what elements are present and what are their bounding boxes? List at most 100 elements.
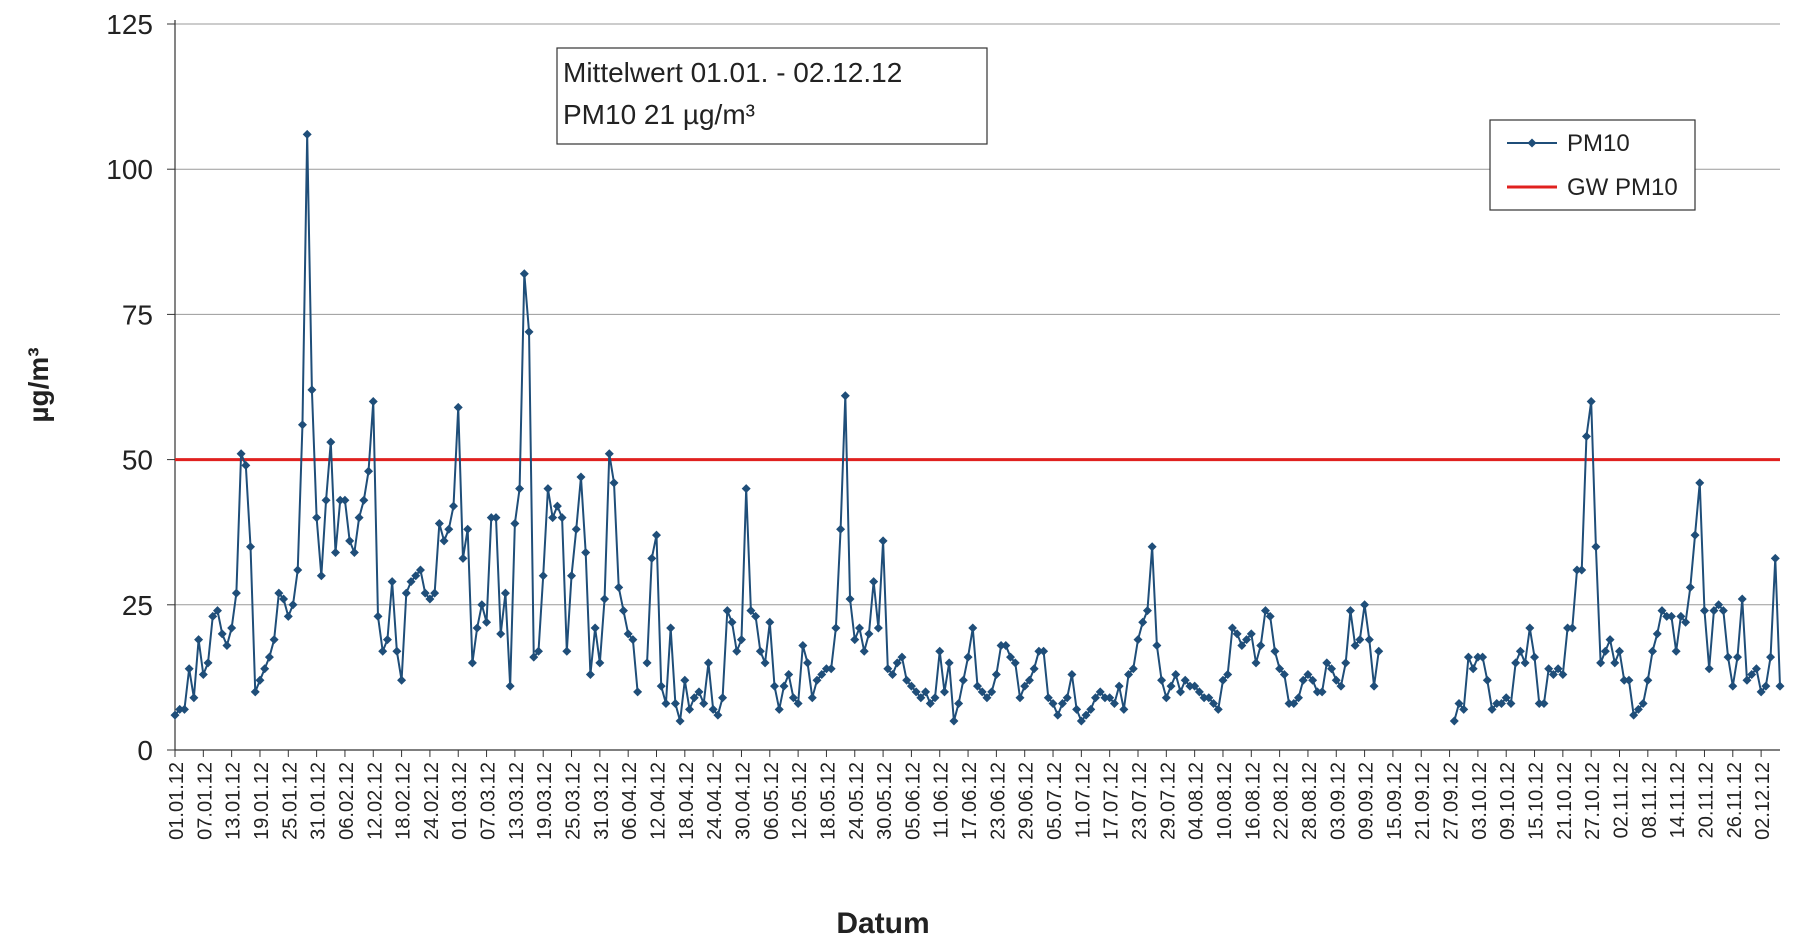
x-tick-label: 19.03.12 bbox=[534, 762, 556, 840]
pm10-point bbox=[1057, 699, 1067, 709]
pm10-point bbox=[1180, 675, 1190, 685]
pm10-point bbox=[1586, 397, 1596, 407]
pm10-point bbox=[1624, 675, 1634, 685]
pm10-point bbox=[203, 658, 213, 668]
pm10-point bbox=[1548, 669, 1558, 679]
pm10-point bbox=[1034, 646, 1044, 656]
pm10-point bbox=[977, 687, 987, 697]
x-tick-label: 24.04.12 bbox=[704, 762, 726, 840]
pm10-point bbox=[1303, 669, 1313, 679]
y-tick-label: 100 bbox=[106, 154, 153, 185]
x-tick-label: 21.10.12 bbox=[1554, 762, 1576, 840]
pm10-point bbox=[1341, 658, 1351, 668]
pm10-point bbox=[949, 716, 959, 726]
pm10-point bbox=[382, 635, 392, 645]
pm10-point bbox=[1053, 710, 1063, 720]
pm10-point bbox=[1190, 681, 1200, 691]
pm10-point bbox=[1152, 640, 1162, 650]
pm10-point bbox=[562, 646, 572, 656]
x-tick-label: 18.04.12 bbox=[676, 762, 698, 840]
x-tick-label: 11.07.12 bbox=[1072, 762, 1094, 838]
pm10-point bbox=[434, 518, 444, 528]
pm10-point bbox=[1487, 704, 1497, 714]
pm10-point bbox=[1298, 675, 1308, 685]
pm10-point bbox=[222, 640, 232, 650]
pm10-point bbox=[1671, 646, 1681, 656]
pm10-point bbox=[1737, 594, 1747, 604]
pm10-point bbox=[1699, 606, 1709, 616]
x-tick-label: 03.09.12 bbox=[1327, 762, 1349, 840]
pm10-point bbox=[411, 571, 421, 581]
pm10-point bbox=[623, 629, 633, 639]
pm10-point bbox=[1246, 629, 1256, 639]
pm10-point bbox=[444, 524, 454, 534]
pm10-point bbox=[515, 484, 525, 494]
pm10-point bbox=[1242, 635, 1252, 645]
x-axis-label: Datum bbox=[836, 907, 929, 940]
pm10-point bbox=[1081, 710, 1091, 720]
pm10-point bbox=[1289, 699, 1299, 709]
pm10-point bbox=[212, 606, 222, 616]
pm10-point bbox=[703, 658, 713, 668]
pm10-point bbox=[581, 548, 591, 558]
pm10-point bbox=[1345, 606, 1355, 616]
pm10-point bbox=[1006, 652, 1016, 662]
y-tick-label: 50 bbox=[122, 445, 153, 476]
pm10-point bbox=[784, 669, 794, 679]
pm10-point bbox=[1610, 658, 1620, 668]
pm10-point bbox=[1775, 681, 1785, 691]
pm10-series bbox=[170, 129, 1785, 726]
pm10-point bbox=[1681, 617, 1691, 627]
pm10-point bbox=[340, 495, 350, 505]
pm10-point bbox=[519, 269, 529, 279]
x-tick-label: 07.01.12 bbox=[194, 762, 216, 840]
pm10-point bbox=[354, 513, 364, 523]
pm10-point bbox=[1251, 658, 1261, 668]
legend-label-pm10: PM10 bbox=[1567, 130, 1630, 157]
pm10-point bbox=[1119, 704, 1129, 714]
pm10-point bbox=[1633, 704, 1643, 714]
pm10-point bbox=[1213, 704, 1223, 714]
pm10-point bbox=[803, 658, 813, 668]
x-tick-label: 06.04.12 bbox=[619, 762, 641, 840]
pm10-point bbox=[279, 594, 289, 604]
pm10-point bbox=[1199, 693, 1209, 703]
pm10-point bbox=[1718, 606, 1728, 616]
pm10-point bbox=[1770, 553, 1780, 563]
pm10-point bbox=[935, 646, 945, 656]
pm10-point bbox=[1369, 681, 1379, 691]
y-tick-label: 25 bbox=[122, 590, 153, 621]
pm10-point bbox=[505, 681, 515, 691]
pm10-point bbox=[1761, 681, 1771, 691]
pm10-point bbox=[633, 687, 643, 697]
pm10-point bbox=[1539, 699, 1549, 709]
x-tick-label: 01.01.12 bbox=[166, 762, 188, 840]
x-tick-label: 13.01.12 bbox=[223, 762, 245, 840]
pm10-point bbox=[533, 646, 543, 656]
pm10-point bbox=[1161, 693, 1171, 703]
pm10-line-segment bbox=[646, 395, 1380, 723]
pm10-point bbox=[1086, 704, 1096, 714]
x-tick-label: 29.06.12 bbox=[1016, 762, 1038, 840]
pm10-point bbox=[869, 577, 879, 587]
x-tick-label: 31.03.12 bbox=[591, 762, 613, 840]
x-tick-label: 06.02.12 bbox=[336, 762, 358, 840]
pm10-point bbox=[987, 687, 997, 697]
pm10-point bbox=[968, 623, 978, 633]
pm10-point bbox=[557, 513, 567, 523]
pm10-point bbox=[755, 646, 765, 656]
pm10-point bbox=[1553, 664, 1563, 674]
pm10-point bbox=[1100, 693, 1110, 703]
y-axis-label: µg/m³ bbox=[23, 347, 54, 422]
pm10-point bbox=[670, 699, 680, 709]
pm10-point bbox=[1185, 681, 1195, 691]
pm10-point bbox=[1695, 478, 1705, 488]
pm10-point bbox=[1581, 431, 1591, 441]
pm10-point bbox=[571, 524, 581, 534]
x-tick-label: 12.05.12 bbox=[789, 762, 811, 840]
pm10-point bbox=[1605, 635, 1615, 645]
pm10-point bbox=[609, 478, 619, 488]
pm10-point bbox=[793, 699, 803, 709]
pm10-point bbox=[264, 652, 274, 662]
x-tick-label: 15.09.12 bbox=[1384, 762, 1406, 840]
